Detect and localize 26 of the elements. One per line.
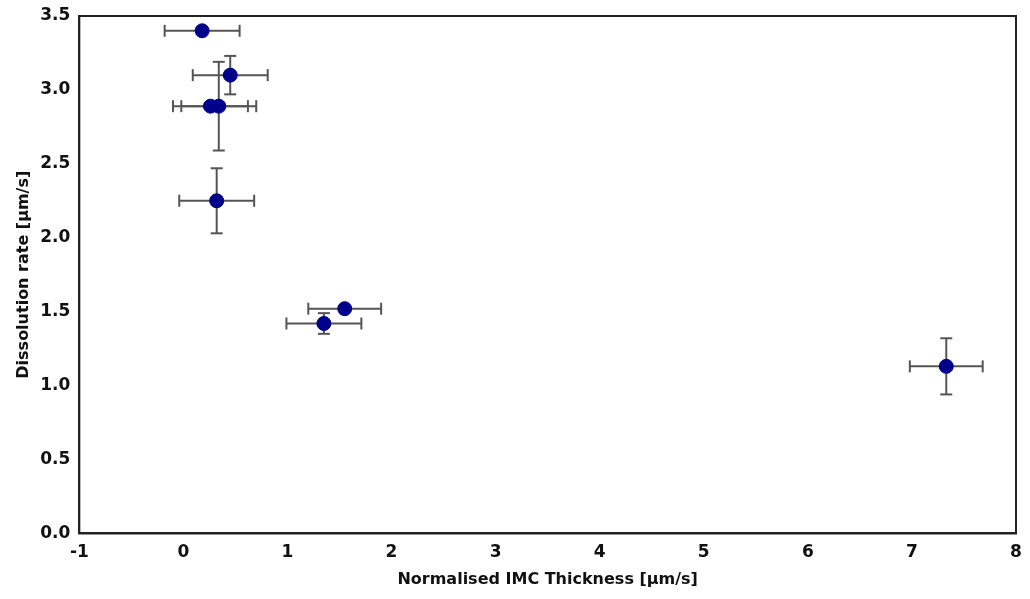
x-tick-label: 2: [385, 541, 398, 562]
point: [316, 315, 332, 331]
x-tick-label: 5: [697, 541, 710, 562]
y-tick-label: 2.5: [40, 152, 71, 173]
point: [337, 301, 353, 317]
point: [938, 358, 954, 374]
y-tick-label: 1.5: [40, 300, 71, 321]
y-tick-label: 3.5: [40, 4, 71, 25]
x-tick-label: 6: [801, 541, 814, 562]
x-tick-label: 0: [177, 541, 190, 562]
y-axis-title: Dissolution rate [µm/s]: [12, 170, 32, 379]
x-tick-label: -1: [69, 541, 89, 562]
y-tick-label: 0.0: [40, 521, 71, 542]
x-axis-title: Normalised IMC Thickness [µm/s]: [397, 568, 698, 588]
x-tick-label: 1: [281, 541, 294, 562]
y-tick-label: 0.5: [40, 447, 71, 468]
point: [209, 193, 225, 209]
x-tick-label: 7: [906, 541, 918, 562]
x-tick-label: 4: [593, 541, 606, 562]
point: [194, 23, 210, 39]
x-tick-label: 3: [489, 541, 502, 562]
y-tick-label: 2.0: [40, 226, 71, 247]
y-tick-label: 1.0: [40, 373, 71, 394]
point: [222, 67, 238, 83]
y-tick-label: 3.0: [40, 78, 71, 99]
x-tick-label: 8: [1010, 541, 1022, 562]
